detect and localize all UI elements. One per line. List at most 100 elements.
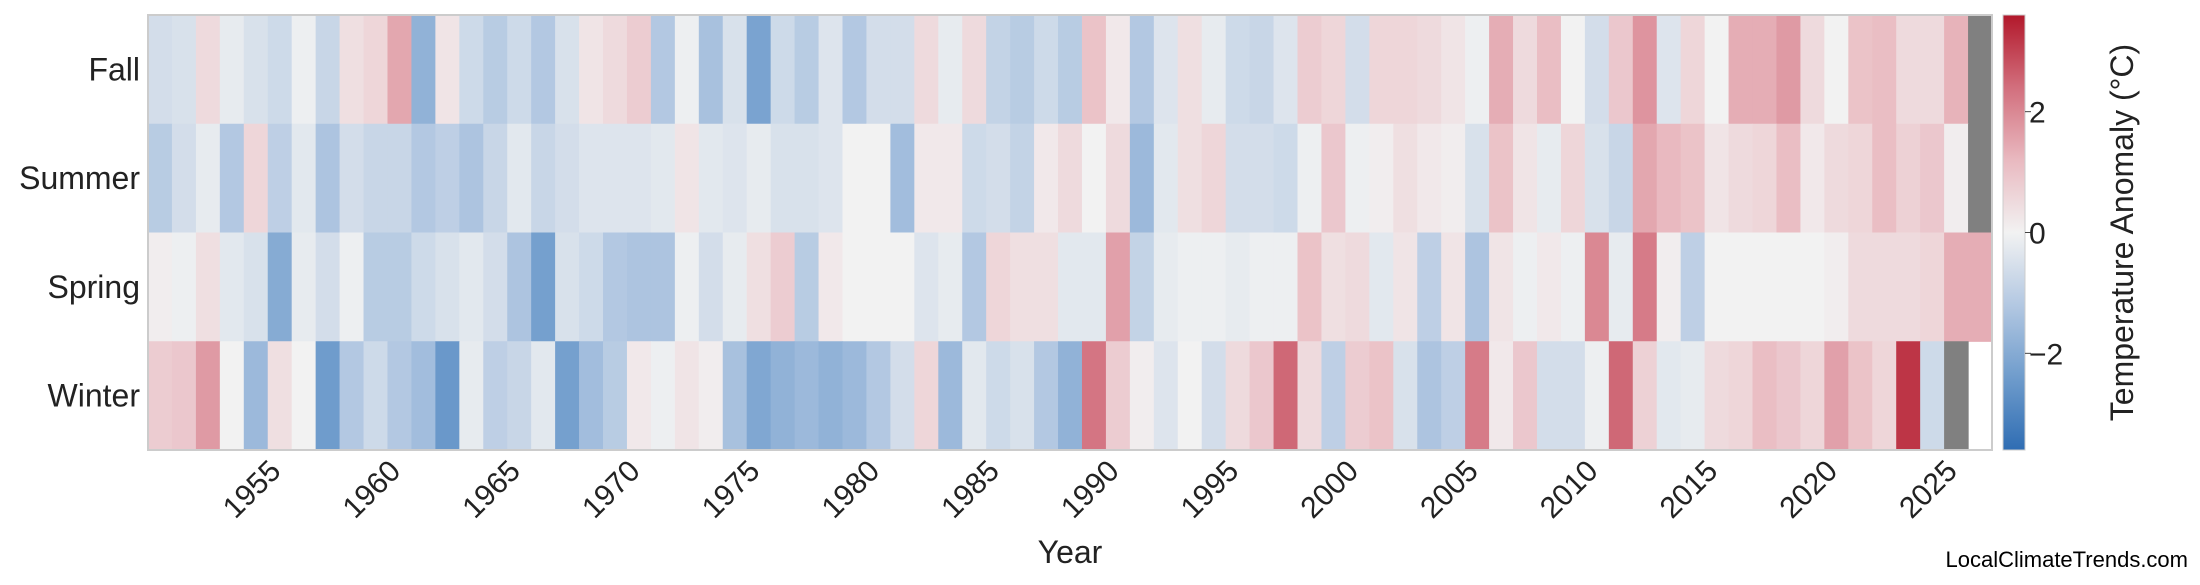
heatmap-cell [531,15,556,125]
heatmap-cell [770,123,796,234]
heatmap-cell [1536,123,1562,234]
heatmap-cell [1920,232,1945,342]
heatmap-cell [363,123,389,234]
heatmap-cell [1824,232,1849,342]
heatmap-cell [1081,341,1107,451]
heatmap-cell [1465,15,1490,125]
colorbar-tick-labels: −2 0 2 [2025,97,2063,371]
heatmap-cell [1536,15,1562,125]
heatmap-cell [1536,232,1562,342]
heatmap-cell [914,15,939,125]
x-tick-labels: 1955 1960 1965 1970 1975 1980 1985 1990 1995 2000… [217,454,1964,525]
heatmap-cell [267,232,293,342]
heatmap-cell [986,15,1011,125]
heatmap-cell [1129,123,1155,234]
heatmap-cell [1417,123,1442,234]
heatmap-cell [746,123,772,234]
heatmap-cell [1441,15,1466,125]
heatmap-cell [1608,123,1634,234]
heatmap-cell [1201,123,1227,234]
heatmap-cell [794,232,820,342]
heatmap-cell [650,341,676,451]
heatmap-cell [1872,232,1897,342]
heatmap-cell [483,123,508,234]
heatmap-cell [1058,123,1083,234]
heatmap-cell [1680,341,1706,451]
heatmap-cell [315,232,341,342]
heatmap-cell [1297,123,1323,234]
heatmap-cell [626,341,652,451]
heatmap-cell [698,123,724,234]
plot-frame [147,14,1993,451]
x-tick-label: 1960 [337,454,408,525]
heatmap-cell [1920,341,1945,451]
heatmap-cell [1800,15,1825,125]
heatmap-cell [579,232,604,342]
heatmap-cell [1968,123,1993,234]
heatmap-cell [1321,15,1346,125]
x-tick-label: 2015 [1654,454,1725,525]
heatmap-cell [674,232,700,342]
heatmap-cell [291,232,317,342]
heatmap-cell [962,15,987,125]
heatmap-cell [363,232,389,342]
heatmap-cell [579,123,604,234]
x-tick-label: 1955 [217,454,288,525]
heatmap-cell [722,341,748,451]
heatmap-cell [1417,15,1442,125]
heatmap-cell [986,123,1011,234]
heatmap-cell [459,123,484,234]
x-tick-label: 1975 [696,454,767,525]
x-axis-label: Year [1038,534,1103,570]
heatmap-cell [1465,232,1490,342]
heatmap-cell [363,15,389,125]
heatmap-cell [603,341,628,451]
heatmap-cell [890,341,915,451]
heatmap-cell [1800,123,1825,234]
heatmap-cell [1776,123,1802,234]
heatmap-cell [1249,341,1275,451]
heatmap-cell [267,123,293,234]
heatmap-cell [339,341,365,451]
heatmap-cell [1321,123,1346,234]
heatmap-cell [1273,123,1299,234]
heatmap-cell [1968,232,1993,342]
heatmap-cell [387,341,413,451]
heatmap-cell [1632,123,1658,234]
heatmap-cell [1800,232,1825,342]
heatmap-cell [1800,341,1825,451]
heatmap-cell [603,123,628,234]
heatmap-cell [219,341,245,451]
heatmap-cell [1584,15,1610,125]
heatmap-cell [1201,341,1227,451]
heatmap-cell [243,123,269,234]
heatmap-cell [938,232,963,342]
heatmap-cell [579,15,604,125]
heatmap-cell [1513,341,1538,451]
heatmap-cell [387,15,413,125]
heatmap-cell [243,341,269,451]
x-tick-label: 2025 [1893,454,1964,525]
heatmap-cell [459,232,484,342]
heatmap-cell [1465,123,1490,234]
heatmap-cell [722,15,748,125]
heatmap-cell [1153,232,1179,342]
x-tick-label: 1965 [456,454,527,525]
heatmap-cell [1824,341,1849,451]
x-tick-label: 1970 [576,454,647,525]
heatmap-cell [674,15,700,125]
heatmap-cell [914,341,939,451]
heatmap-cell [746,341,772,451]
heatmap-cell [435,123,460,234]
heatmap-cell [1369,15,1394,125]
heatmap-cell [1872,123,1897,234]
heatmap-cell [1896,15,1921,125]
heatmap-cell [986,232,1011,342]
heatmap-cell [1297,341,1323,451]
heatmap-cell [770,232,796,342]
heatmap-cell [1728,341,1754,451]
heatmap-cell [1058,341,1083,451]
heatmap-cell [866,15,891,125]
heatmap-cell [1632,341,1658,451]
